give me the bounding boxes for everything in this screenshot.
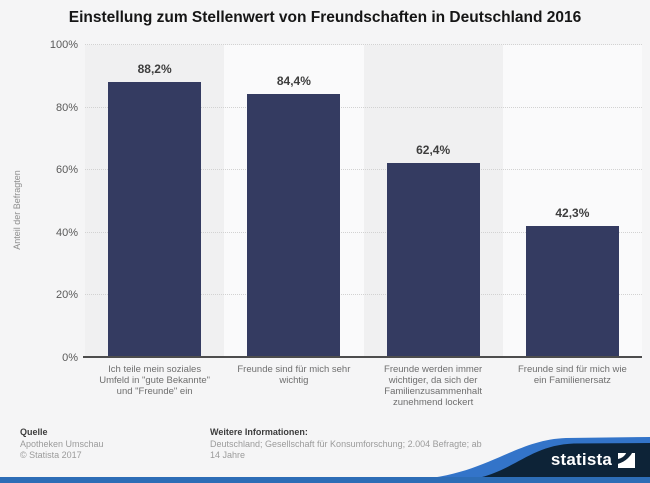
further-info-heading: Weitere Informationen:	[210, 427, 308, 437]
plot-area: 88,2% 84,4% 62,4% 42,3%	[85, 44, 642, 358]
source-block: Quelle Apotheken Umschau © Statista 2017	[20, 427, 200, 462]
statista-logo-text: statista	[550, 450, 612, 469]
further-info-block: Weitere Informationen: Deutschland; Gese…	[210, 427, 500, 462]
gridline	[85, 231, 642, 233]
wave-navy-shape	[452, 443, 650, 483]
source-heading: Quelle	[20, 427, 48, 437]
further-info-line: 14 Jahre	[210, 450, 246, 460]
bar	[247, 93, 341, 358]
bar	[386, 162, 480, 358]
category-label: Freunde werden immer wichtiger, da sich …	[384, 364, 483, 408]
y-tick-label: 80%	[55, 101, 78, 114]
y-tick-label: 40%	[55, 226, 78, 239]
bar-value-label: 62,4%	[416, 142, 451, 157]
gridline	[85, 44, 642, 45]
bottom-accent-bar	[0, 477, 650, 483]
category-label: Ich teile mein soziales Umfeld in "gute …	[99, 364, 211, 397]
further-info-line: Deutschland; Gesellschaft für Konsumfors…	[210, 438, 482, 449]
copyright: © Statista 2017	[20, 450, 82, 460]
bar	[525, 225, 619, 358]
y-tick-label: 100%	[49, 39, 78, 51]
category-label: Freunde sind für mich wie ein Familiener…	[517, 364, 627, 386]
bar-value-label: 42,3%	[555, 205, 590, 220]
y-tick-label: 0%	[62, 352, 78, 364]
gridline	[85, 169, 642, 171]
x-axis-line	[83, 356, 642, 358]
bar	[108, 81, 202, 358]
statista-footer-wave	[0, 437, 650, 483]
bar-value-label: 88,2%	[137, 61, 172, 76]
gridline	[85, 106, 642, 108]
y-tick-label: 20%	[55, 289, 78, 302]
statista-logo-icon	[618, 452, 635, 468]
y-tick-label: 60%	[55, 164, 78, 177]
x-axis-labels: Ich teile mein soziales Umfeld in "gute …	[85, 364, 642, 408]
category-label: Freunde sind für mich sehr wichtig	[237, 364, 351, 386]
chart-title: Einstellung zum Stellenwert von Freundsc…	[68, 9, 582, 26]
y-axis-ticks: 0% 20% 40% 60% 80% 100%	[0, 39, 78, 364]
source-name: Apotheken Umschau	[20, 438, 104, 449]
statista-logo: statista	[551, 450, 635, 470]
gridline	[85, 294, 642, 296]
bar-value-label: 84,4%	[276, 73, 311, 88]
